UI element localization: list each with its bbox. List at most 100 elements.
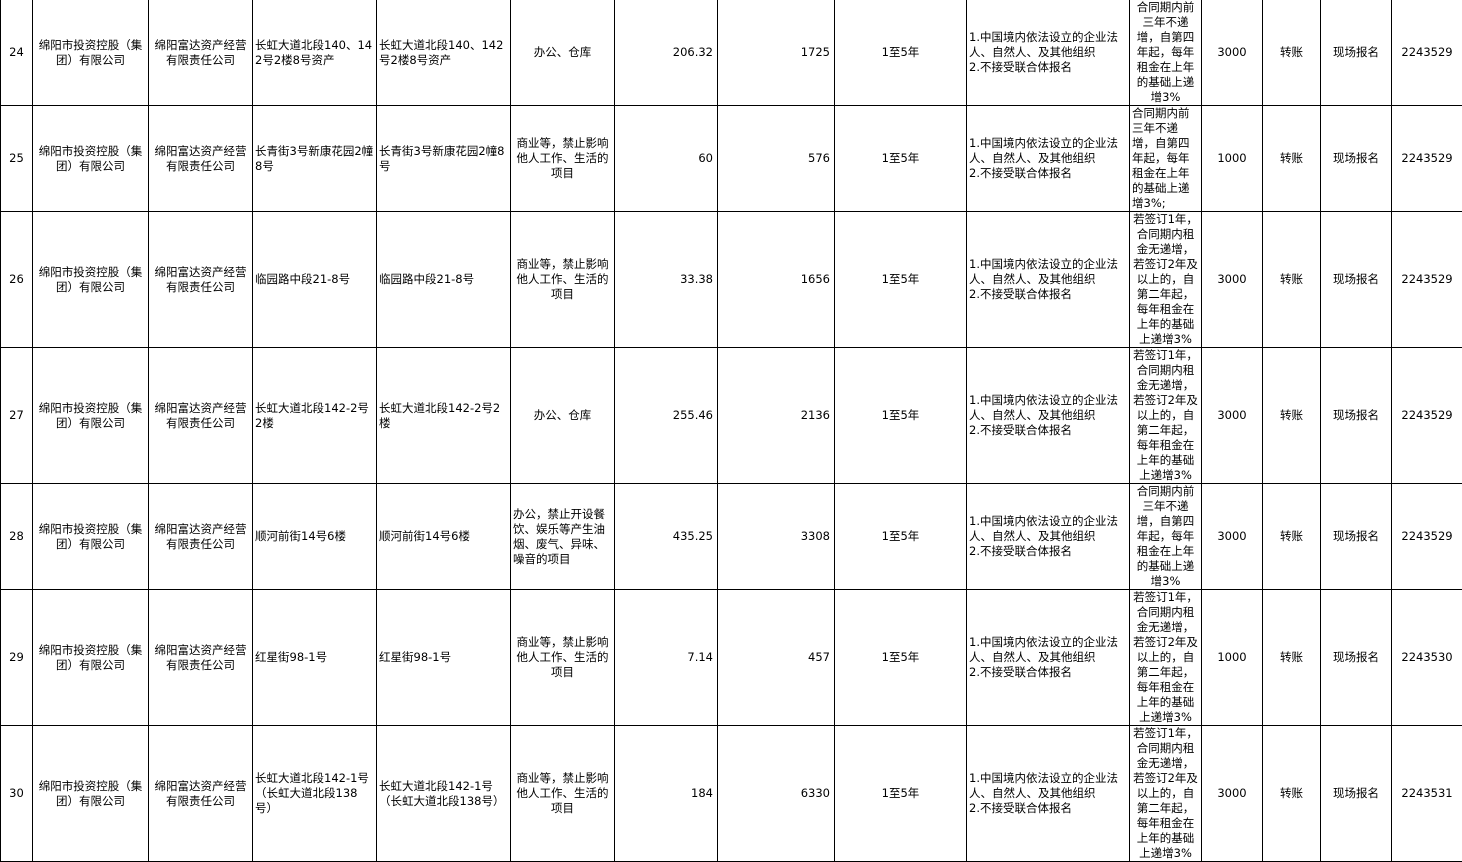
term-cell: 1至5年	[835, 726, 967, 862]
usage-cell: 商业等，禁止影响他人工作、生活的项目	[511, 212, 615, 348]
condition-line: 1.中国境内依法设立的企业法人、自然人、及其他组织	[969, 393, 1127, 423]
operator-cell: 绵阳富达资产经营有限责任公司	[149, 212, 253, 348]
owner-cell: 绵阳市投资控股（集团）有限公司	[33, 0, 149, 106]
phone-cell: 2243529	[1392, 212, 1462, 348]
condition-line: 1.中国境内依法设立的企业法人、自然人、及其他组织	[969, 257, 1127, 287]
signup-cell: 现场报名	[1321, 106, 1392, 212]
owner-cell: 绵阳市投资控股（集团）有限公司	[33, 484, 149, 590]
condition-line: 1.中国境内依法设立的企业法人、自然人、及其他组织	[969, 30, 1127, 60]
phone-cell: 2243529	[1392, 106, 1462, 212]
asset-cell: 长虹大道北段140、142号2楼8号资产	[377, 0, 511, 106]
location-cell: 长虹大道北段142-1号（长虹大道北段138号）	[253, 726, 377, 862]
condition-line: 1.中国境内依法设立的企业法人、自然人、及其他组织	[969, 771, 1127, 801]
condition-line: 2.不接受联合体报名	[969, 166, 1127, 181]
deposit-cell: 3000	[1202, 484, 1263, 590]
increase-cell: 若签订1年，合同期内租金无递增，若签订2年及以上的，自第二年起，每年租金在上年的…	[1130, 212, 1202, 348]
owner-cell: 绵阳市投资控股（集团）有限公司	[33, 590, 149, 726]
location-cell: 临园路中段21-8号	[253, 212, 377, 348]
condition-line: 2.不接受联合体报名	[969, 423, 1127, 438]
usage-cell: 商业等，禁止影响他人工作、生活的项目	[511, 590, 615, 726]
owner-cell: 绵阳市投资控股（集团）有限公司	[33, 212, 149, 348]
owner-cell: 绵阳市投资控股（集团）有限公司	[33, 106, 149, 212]
owner-cell: 绵阳市投资控股（集团）有限公司	[33, 348, 149, 484]
phone-cell: 2243529	[1392, 348, 1462, 484]
condition-line: 2.不接受联合体报名	[969, 801, 1127, 816]
location-cell: 顺河前街14号6楼	[253, 484, 377, 590]
asset-cell: 顺河前街14号6楼	[377, 484, 511, 590]
payment-cell: 转账	[1263, 0, 1321, 106]
increase-cell: 合同期内前三年不递增，自第四年起，每年租金在上年的基础上递增3%	[1130, 484, 1202, 590]
row-number: 26	[1, 212, 33, 348]
asset-cell: 长虹大道北段142-1号（长虹大道北段138号）	[377, 726, 511, 862]
signup-cell: 现场报名	[1321, 726, 1392, 862]
increase-cell: 合同期内前三年不递增，自第四年起，每年租金在上年的基础上递增3%;	[1130, 106, 1202, 212]
payment-cell: 转账	[1263, 726, 1321, 862]
location-cell: 长青街3号新康花园2幢8号	[253, 106, 377, 212]
term-cell: 1至5年	[835, 0, 967, 106]
condition-line: 2.不接受联合体报名	[969, 287, 1127, 302]
area-cell: 255.46	[615, 348, 718, 484]
usage-cell: 商业等，禁止影响他人工作、生活的项目	[511, 106, 615, 212]
operator-cell: 绵阳富达资产经营有限责任公司	[149, 348, 253, 484]
condition-line: 1.中国境内依法设立的企业法人、自然人、及其他组织	[969, 136, 1127, 166]
term-cell: 1至5年	[835, 106, 967, 212]
rent-cell: 3308	[718, 484, 835, 590]
signup-cell: 现场报名	[1321, 212, 1392, 348]
operator-cell: 绵阳富达资产经营有限责任公司	[149, 0, 253, 106]
deposit-cell: 3000	[1202, 348, 1263, 484]
condition-line: 2.不接受联合体报名	[969, 544, 1127, 559]
operator-cell: 绵阳富达资产经营有限责任公司	[149, 726, 253, 862]
phone-cell: 2243529	[1392, 484, 1462, 590]
asset-cell: 红星街98-1号	[377, 590, 511, 726]
signup-cell: 现场报名	[1321, 0, 1392, 106]
phone-cell: 2243530	[1392, 590, 1462, 726]
operator-cell: 绵阳富达资产经营有限责任公司	[149, 106, 253, 212]
row-number: 29	[1, 590, 33, 726]
rent-cell: 2136	[718, 348, 835, 484]
usage-cell: 办公，禁止开设餐饮、娱乐等产生油烟、废气、异味、噪音的项目	[511, 484, 615, 590]
payment-cell: 转账	[1263, 106, 1321, 212]
condition-line: 2.不接受联合体报名	[969, 665, 1127, 680]
signup-cell: 现场报名	[1321, 484, 1392, 590]
payment-cell: 转账	[1263, 212, 1321, 348]
increase-cell: 若签订1年，合同期内租金无递增，若签订2年及以上的，自第二年起，每年租金在上年的…	[1130, 590, 1202, 726]
area-cell: 7.14	[615, 590, 718, 726]
location-cell: 红星街98-1号	[253, 590, 377, 726]
payment-cell: 转账	[1263, 348, 1321, 484]
term-cell: 1至5年	[835, 590, 967, 726]
operator-cell: 绵阳富达资产经营有限责任公司	[149, 590, 253, 726]
signup-cell: 现场报名	[1321, 590, 1392, 726]
row-number: 24	[1, 0, 33, 106]
operator-cell: 绵阳富达资产经营有限责任公司	[149, 484, 253, 590]
phone-cell: 2243529	[1392, 0, 1462, 106]
increase-cell: 若签订1年，合同期内租金无递增，若签订2年及以上的，自第二年起，每年租金在上年的…	[1130, 726, 1202, 862]
row-number: 28	[1, 484, 33, 590]
row-number: 25	[1, 106, 33, 212]
rent-cell: 457	[718, 590, 835, 726]
term-cell: 1至5年	[835, 212, 967, 348]
rent-cell: 6330	[718, 726, 835, 862]
area-cell: 60	[615, 106, 718, 212]
term-cell: 1至5年	[835, 348, 967, 484]
asset-cell: 临园路中段21-8号	[377, 212, 511, 348]
usage-cell: 办公、仓库	[511, 348, 615, 484]
deposit-cell: 1000	[1202, 590, 1263, 726]
deposit-cell: 1000	[1202, 106, 1263, 212]
usage-cell: 办公、仓库	[511, 0, 615, 106]
area-cell: 33.38	[615, 212, 718, 348]
condition-line: 2.不接受联合体报名	[969, 60, 1127, 75]
deposit-cell: 3000	[1202, 212, 1263, 348]
area-cell: 184	[615, 726, 718, 862]
owner-cell: 绵阳市投资控股（集团）有限公司	[33, 726, 149, 862]
